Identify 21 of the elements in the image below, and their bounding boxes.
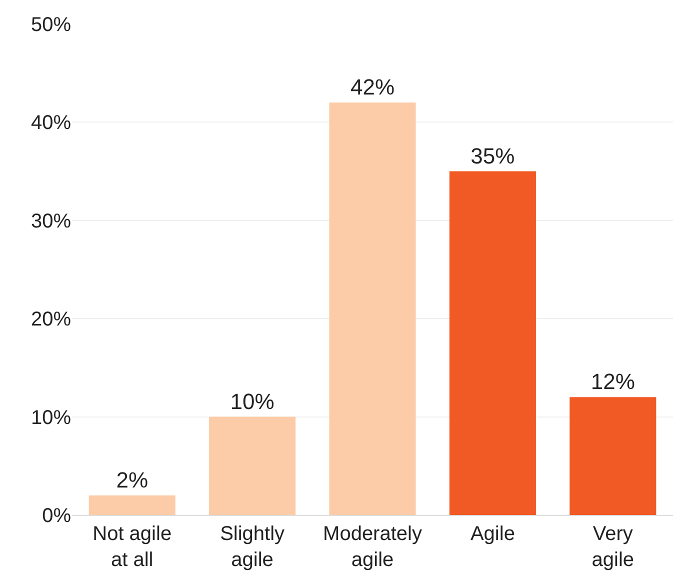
bar	[449, 171, 536, 515]
x-tick-label: Slightly agile	[220, 523, 285, 571]
y-tick-label: 30%	[30, 210, 72, 232]
data-label: 2%	[116, 467, 148, 492]
y-tick-label: 10%	[30, 406, 72, 429]
data-label: 42%	[350, 74, 395, 100]
y-tick-label: 20%	[30, 308, 72, 331]
x-tick-label: Agile	[470, 523, 515, 545]
bar	[88, 495, 176, 515]
y-tick-label: 40%	[30, 112, 72, 134]
bar	[329, 102, 416, 515]
y-tick-label: 50%	[30, 14, 72, 36]
data-label: 35%	[470, 143, 515, 168]
bar	[570, 397, 656, 515]
data-label: 10%	[230, 388, 274, 414]
x-tick-label: Not agile at all	[92, 523, 172, 571]
y-tick-label: 0%	[42, 505, 72, 527]
x-tick-label: Moderately agile	[323, 523, 422, 571]
bar	[209, 416, 296, 515]
x-tick-label: Very agile	[592, 523, 634, 571]
data-label: 12%	[590, 369, 635, 394]
